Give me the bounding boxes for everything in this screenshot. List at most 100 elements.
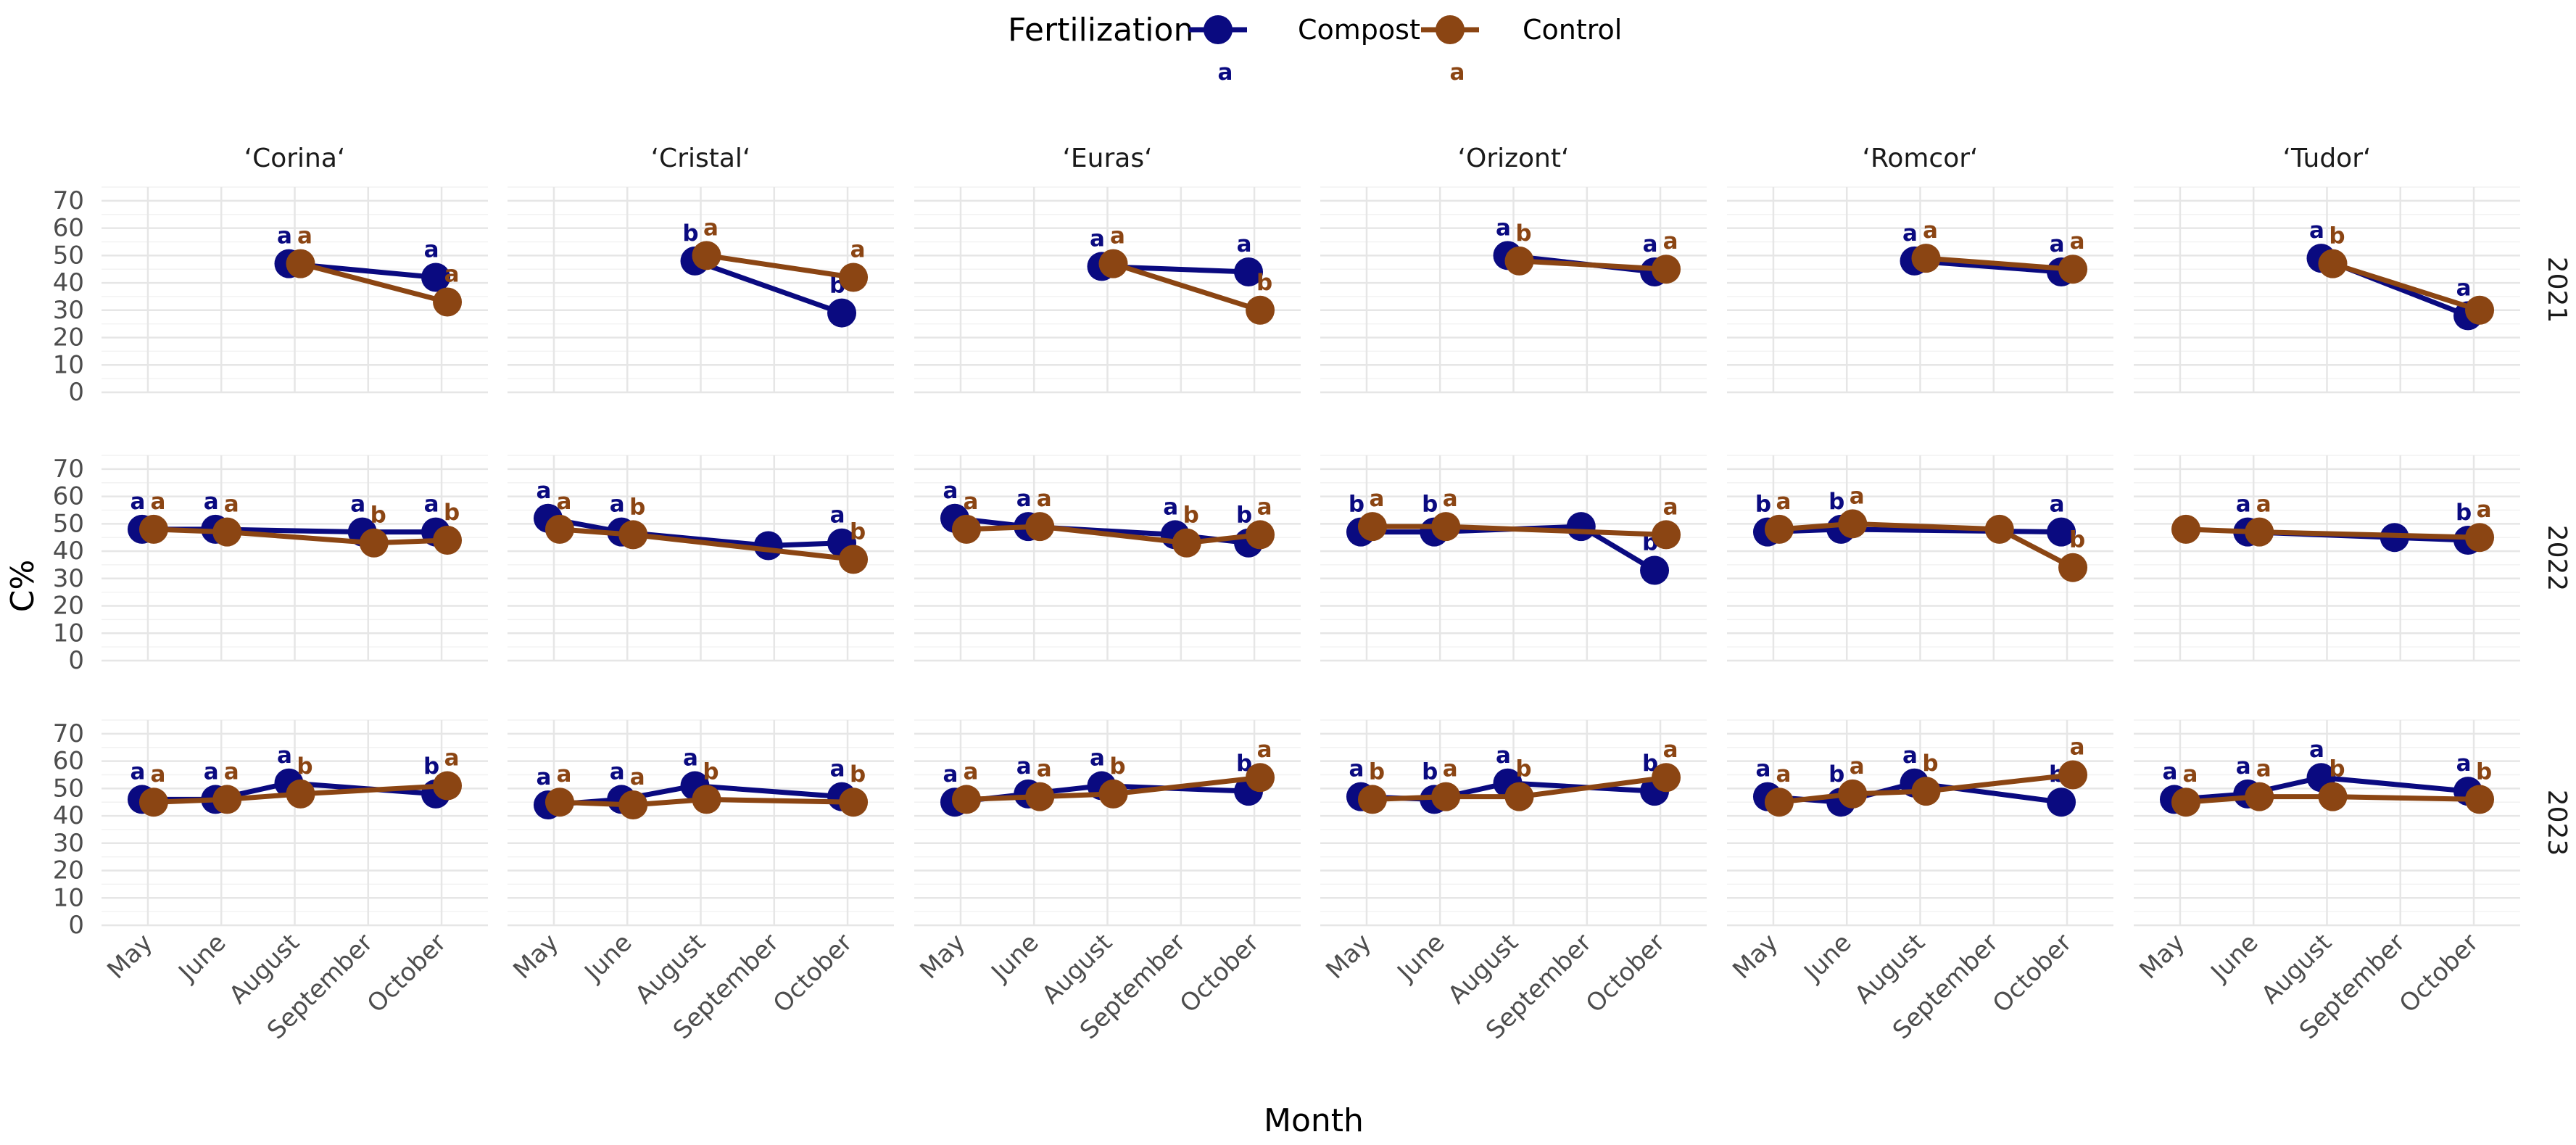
- y-tick-label: 40: [53, 268, 84, 297]
- panel: b bba a a: [1320, 455, 1707, 662]
- sig-letter-control: a: [1110, 223, 1125, 249]
- data-point-control: [1504, 782, 1534, 811]
- data-point-control: [1764, 788, 1794, 817]
- y-tick-label: 10: [53, 883, 84, 912]
- sig-letter-control: a: [1850, 753, 1865, 780]
- sig-letter-control: a: [224, 758, 239, 785]
- sig-letter-compost: a: [830, 503, 845, 529]
- data-point-control: [1984, 514, 2014, 544]
- sig-letter-compost: a: [1902, 743, 1918, 769]
- sig-letter-control: a: [1257, 494, 1272, 520]
- data-point-control: [212, 785, 242, 814]
- sig-letter-compost: b: [2456, 500, 2472, 526]
- data-point-control: [1357, 512, 1387, 542]
- data-point-control: [1246, 295, 1275, 325]
- sig-letter-control: a: [1037, 486, 1052, 512]
- data-point-control: [1504, 246, 1534, 276]
- panel: aa aa bb: [508, 455, 894, 662]
- sig-letter-compost: a: [2162, 758, 2177, 785]
- sig-letter-compost: a: [943, 478, 958, 504]
- sig-letter-compost: b: [1829, 761, 1844, 788]
- y-tick-label: 20: [53, 323, 84, 352]
- series-line-compost: [694, 258, 843, 315]
- strip-year: 2021: [2542, 257, 2572, 323]
- series-line-control: [153, 526, 448, 546]
- series-line-control: [966, 774, 1261, 802]
- sig-letter-compost: a: [2236, 492, 2251, 518]
- x-tick-label: June: [173, 928, 232, 988]
- data-point-control: [2318, 249, 2348, 278]
- y-tick-label: 60: [53, 214, 84, 243]
- sig-letter-control: a: [2070, 228, 2085, 255]
- sig-letter-compost: a: [1163, 494, 1178, 520]
- data-point-compost: [1234, 257, 1264, 286]
- y-tick-label: 20: [53, 856, 84, 885]
- sig-letter-control: a: [1257, 737, 1272, 763]
- data-point-control: [1246, 763, 1275, 793]
- sig-letter-control: b: [2476, 758, 2492, 785]
- sig-letter-control: a: [444, 261, 460, 287]
- series-line-compost: [1767, 526, 2062, 535]
- series-line-control: [1519, 258, 1667, 272]
- series-line-control: [2185, 526, 2480, 540]
- sig-letter-compost: b: [1349, 492, 1364, 518]
- series-line-control: [2185, 794, 2480, 805]
- sig-letter-compost: a: [610, 758, 625, 785]
- sig-letter-control: a: [1663, 737, 1678, 763]
- x-tick-label: June: [1391, 928, 1451, 988]
- x-tick-label: October: [1581, 928, 1671, 1019]
- sig-letter-control: a: [963, 758, 978, 785]
- data-point-control: [839, 545, 869, 574]
- data-point-control: [1652, 255, 1681, 284]
- strip-variety: ‘Cristal‘: [651, 144, 751, 173]
- data-point-control: [433, 287, 463, 317]
- sig-letter-control: a: [1443, 756, 1458, 782]
- sig-letter-control: b: [1515, 756, 1531, 782]
- data-point-control: [2245, 782, 2274, 811]
- sig-letter-control: a: [1923, 218, 1938, 244]
- data-point-control: [1431, 782, 1461, 811]
- x-tick-label: May: [2134, 928, 2190, 985]
- y-tick-label: 10: [53, 619, 84, 648]
- data-point-control: [1838, 779, 1868, 809]
- sig-letter-control: a: [2070, 734, 2085, 760]
- data-point-control: [359, 528, 389, 558]
- strip-variety: ‘Romcor‘: [1863, 144, 1979, 173]
- sig-letter-control: a: [556, 489, 571, 515]
- data-point-control: [1431, 512, 1461, 542]
- sig-letter-control: a: [150, 489, 165, 515]
- strip-variety: ‘Orizont‘: [1458, 144, 1570, 173]
- sig-letter-compost: a: [2309, 218, 2324, 244]
- data-point-control: [1025, 512, 1055, 542]
- sig-letter-compost: a: [1237, 231, 1252, 257]
- panel: a ba a: [2134, 455, 2520, 662]
- sig-letter-control: a: [850, 237, 866, 263]
- sig-letter-compost: a: [1902, 220, 1918, 247]
- data-point-compost: [753, 531, 783, 561]
- sig-letter-compost: a: [1016, 753, 1032, 780]
- sig-letter-control: a: [1369, 486, 1384, 512]
- x-tick-label: October: [1987, 928, 2078, 1019]
- x-tick-label: May: [1320, 928, 1377, 985]
- data-point-control: [212, 517, 242, 547]
- sig-letter-control: a: [1037, 756, 1052, 782]
- sig-letter-control: a: [2477, 497, 2492, 523]
- legend-letter-compost: a: [1218, 59, 1233, 86]
- y-tick-label: 20: [53, 592, 84, 621]
- panel: a ba bb a ba: [1320, 719, 1707, 927]
- legend-label-control: Control: [1523, 14, 1622, 46]
- data-point-control: [1098, 779, 1128, 809]
- axes: 0102030405060700102030405060700102030405…: [4, 186, 2484, 1139]
- data-point-control: [1246, 520, 1275, 550]
- legend-label-compost: Compost: [1298, 14, 1420, 46]
- sig-letter-compost: a: [277, 743, 292, 769]
- series-line-control: [1112, 261, 1262, 313]
- sig-letter-compost: a: [2456, 275, 2472, 301]
- strip-variety: ‘Tudor‘: [2283, 144, 2372, 173]
- sig-letter-control: b: [850, 761, 866, 788]
- y-tick-label: 50: [53, 241, 84, 270]
